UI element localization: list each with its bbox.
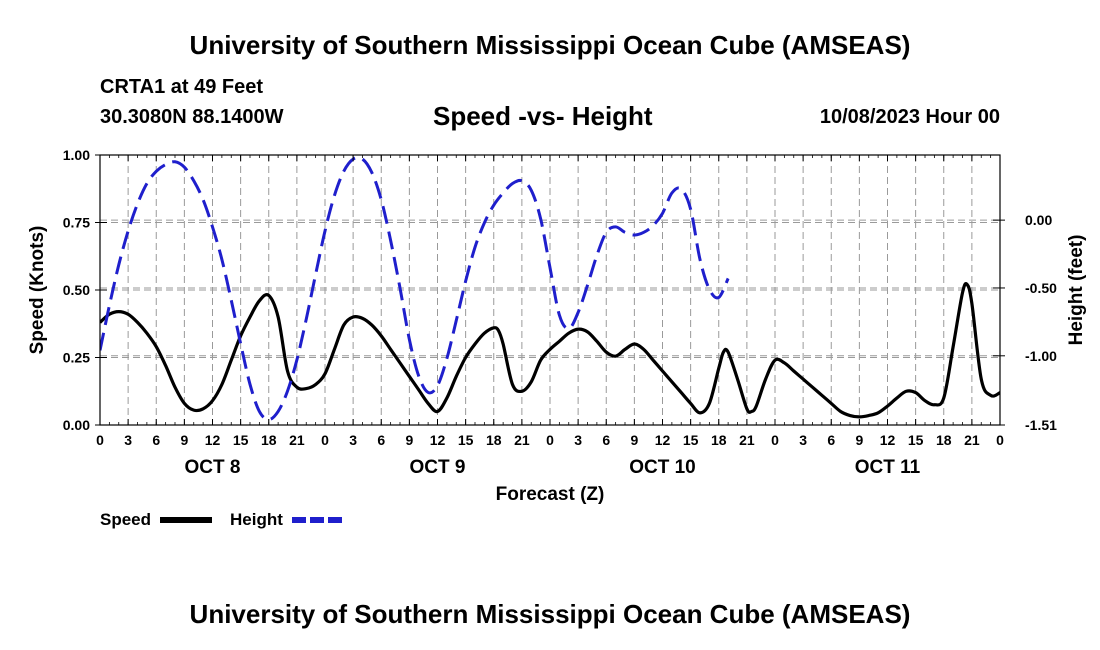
axis-ticks	[95, 154, 1005, 426]
x-tick-label: 6	[377, 432, 385, 448]
x-tick-label: 12	[205, 432, 221, 448]
legend: Speed Height	[100, 510, 344, 529]
x-tick-label: 21	[514, 432, 530, 448]
page-title: University of Southern Mississippi Ocean…	[189, 30, 911, 60]
height-series-line	[100, 155, 730, 422]
x-tick-label: 0	[546, 432, 554, 448]
y-tick-label: 0.50	[63, 282, 90, 298]
day-label: OCT 11	[855, 457, 921, 478]
x-tick-label: 12	[430, 432, 446, 448]
x-tick-label: 21	[289, 432, 305, 448]
x-tick-label: 9	[855, 432, 863, 448]
forecast-datestamp: 10/08/2023 Hour 00	[819, 106, 1000, 128]
x-tick-label: 0	[771, 432, 779, 448]
x-tick-label: 0	[96, 432, 104, 448]
day-label: OCT 8	[185, 457, 241, 478]
x-axis-title: Forecast (Z)	[496, 484, 605, 505]
x-tick-label: 12	[880, 432, 896, 448]
chart-subtitle: Speed -vs- Height	[433, 101, 653, 131]
x-tick-label: 3	[574, 432, 582, 448]
x-tick-label: 9	[630, 432, 638, 448]
y-tick-label: 0.75	[63, 215, 90, 231]
day-label: OCT 9	[410, 457, 466, 478]
x-tick-label: 6	[152, 432, 160, 448]
footer-title: University of Southern Mississippi Ocean…	[189, 599, 911, 629]
y2-axis-title: Height (feet)	[1066, 235, 1087, 346]
y2-tick-label: -1.51	[1025, 417, 1057, 433]
x-tick-label: 18	[261, 432, 277, 448]
x-tick-label: 15	[233, 432, 249, 448]
y2-tick-label: -0.50	[1025, 280, 1057, 296]
y-axis-title: Speed (Knots)	[27, 226, 48, 355]
y-tick-label: 0.25	[63, 350, 90, 366]
x-tick-label: 18	[486, 432, 502, 448]
y-tick-label: 1.00	[63, 147, 90, 163]
x-tick-label: 3	[799, 432, 807, 448]
station-label: CRTA1 at 49 Feet	[100, 76, 264, 98]
station-coordinates: 30.3080N 88.1400W	[100, 106, 284, 128]
day-label: OCT 10	[629, 457, 696, 478]
legend-label-speed: Speed	[100, 510, 151, 529]
y2-tick-label: 0.00	[1025, 212, 1052, 228]
x-tick-label: 21	[964, 432, 980, 448]
x-tick-label: 0	[996, 432, 1004, 448]
x-tick-label: 15	[683, 432, 699, 448]
grid	[100, 155, 1000, 425]
legend-label-height: Height	[230, 510, 283, 529]
x-tick-label: 3	[124, 432, 132, 448]
x-tick-label: 0	[321, 432, 329, 448]
x-tick-label: 3	[349, 432, 357, 448]
x-tick-label: 15	[458, 432, 474, 448]
x-tick-label: 15	[908, 432, 924, 448]
x-tick-label: 21	[739, 432, 755, 448]
x-tick-label: 6	[602, 432, 610, 448]
x-tick-label: 18	[936, 432, 952, 448]
x-tick-label: 9	[405, 432, 413, 448]
x-tick-label: 9	[180, 432, 188, 448]
y2-tick-label: -1.00	[1025, 348, 1057, 364]
series-layer	[100, 155, 1000, 422]
y-tick-label: 0.00	[63, 417, 90, 433]
x-tick-label: 18	[711, 432, 727, 448]
axis-labels: 0 3 6 9 12 15 18 21 0 3 6 9 12 15 18 21 0 3 6 9 12 15 18 21 0 3 6 9…	[27, 147, 1087, 505]
x-tick-label: 6	[827, 432, 835, 448]
x-tick-label: 12	[655, 432, 671, 448]
speed-series-line	[100, 282, 1000, 419]
